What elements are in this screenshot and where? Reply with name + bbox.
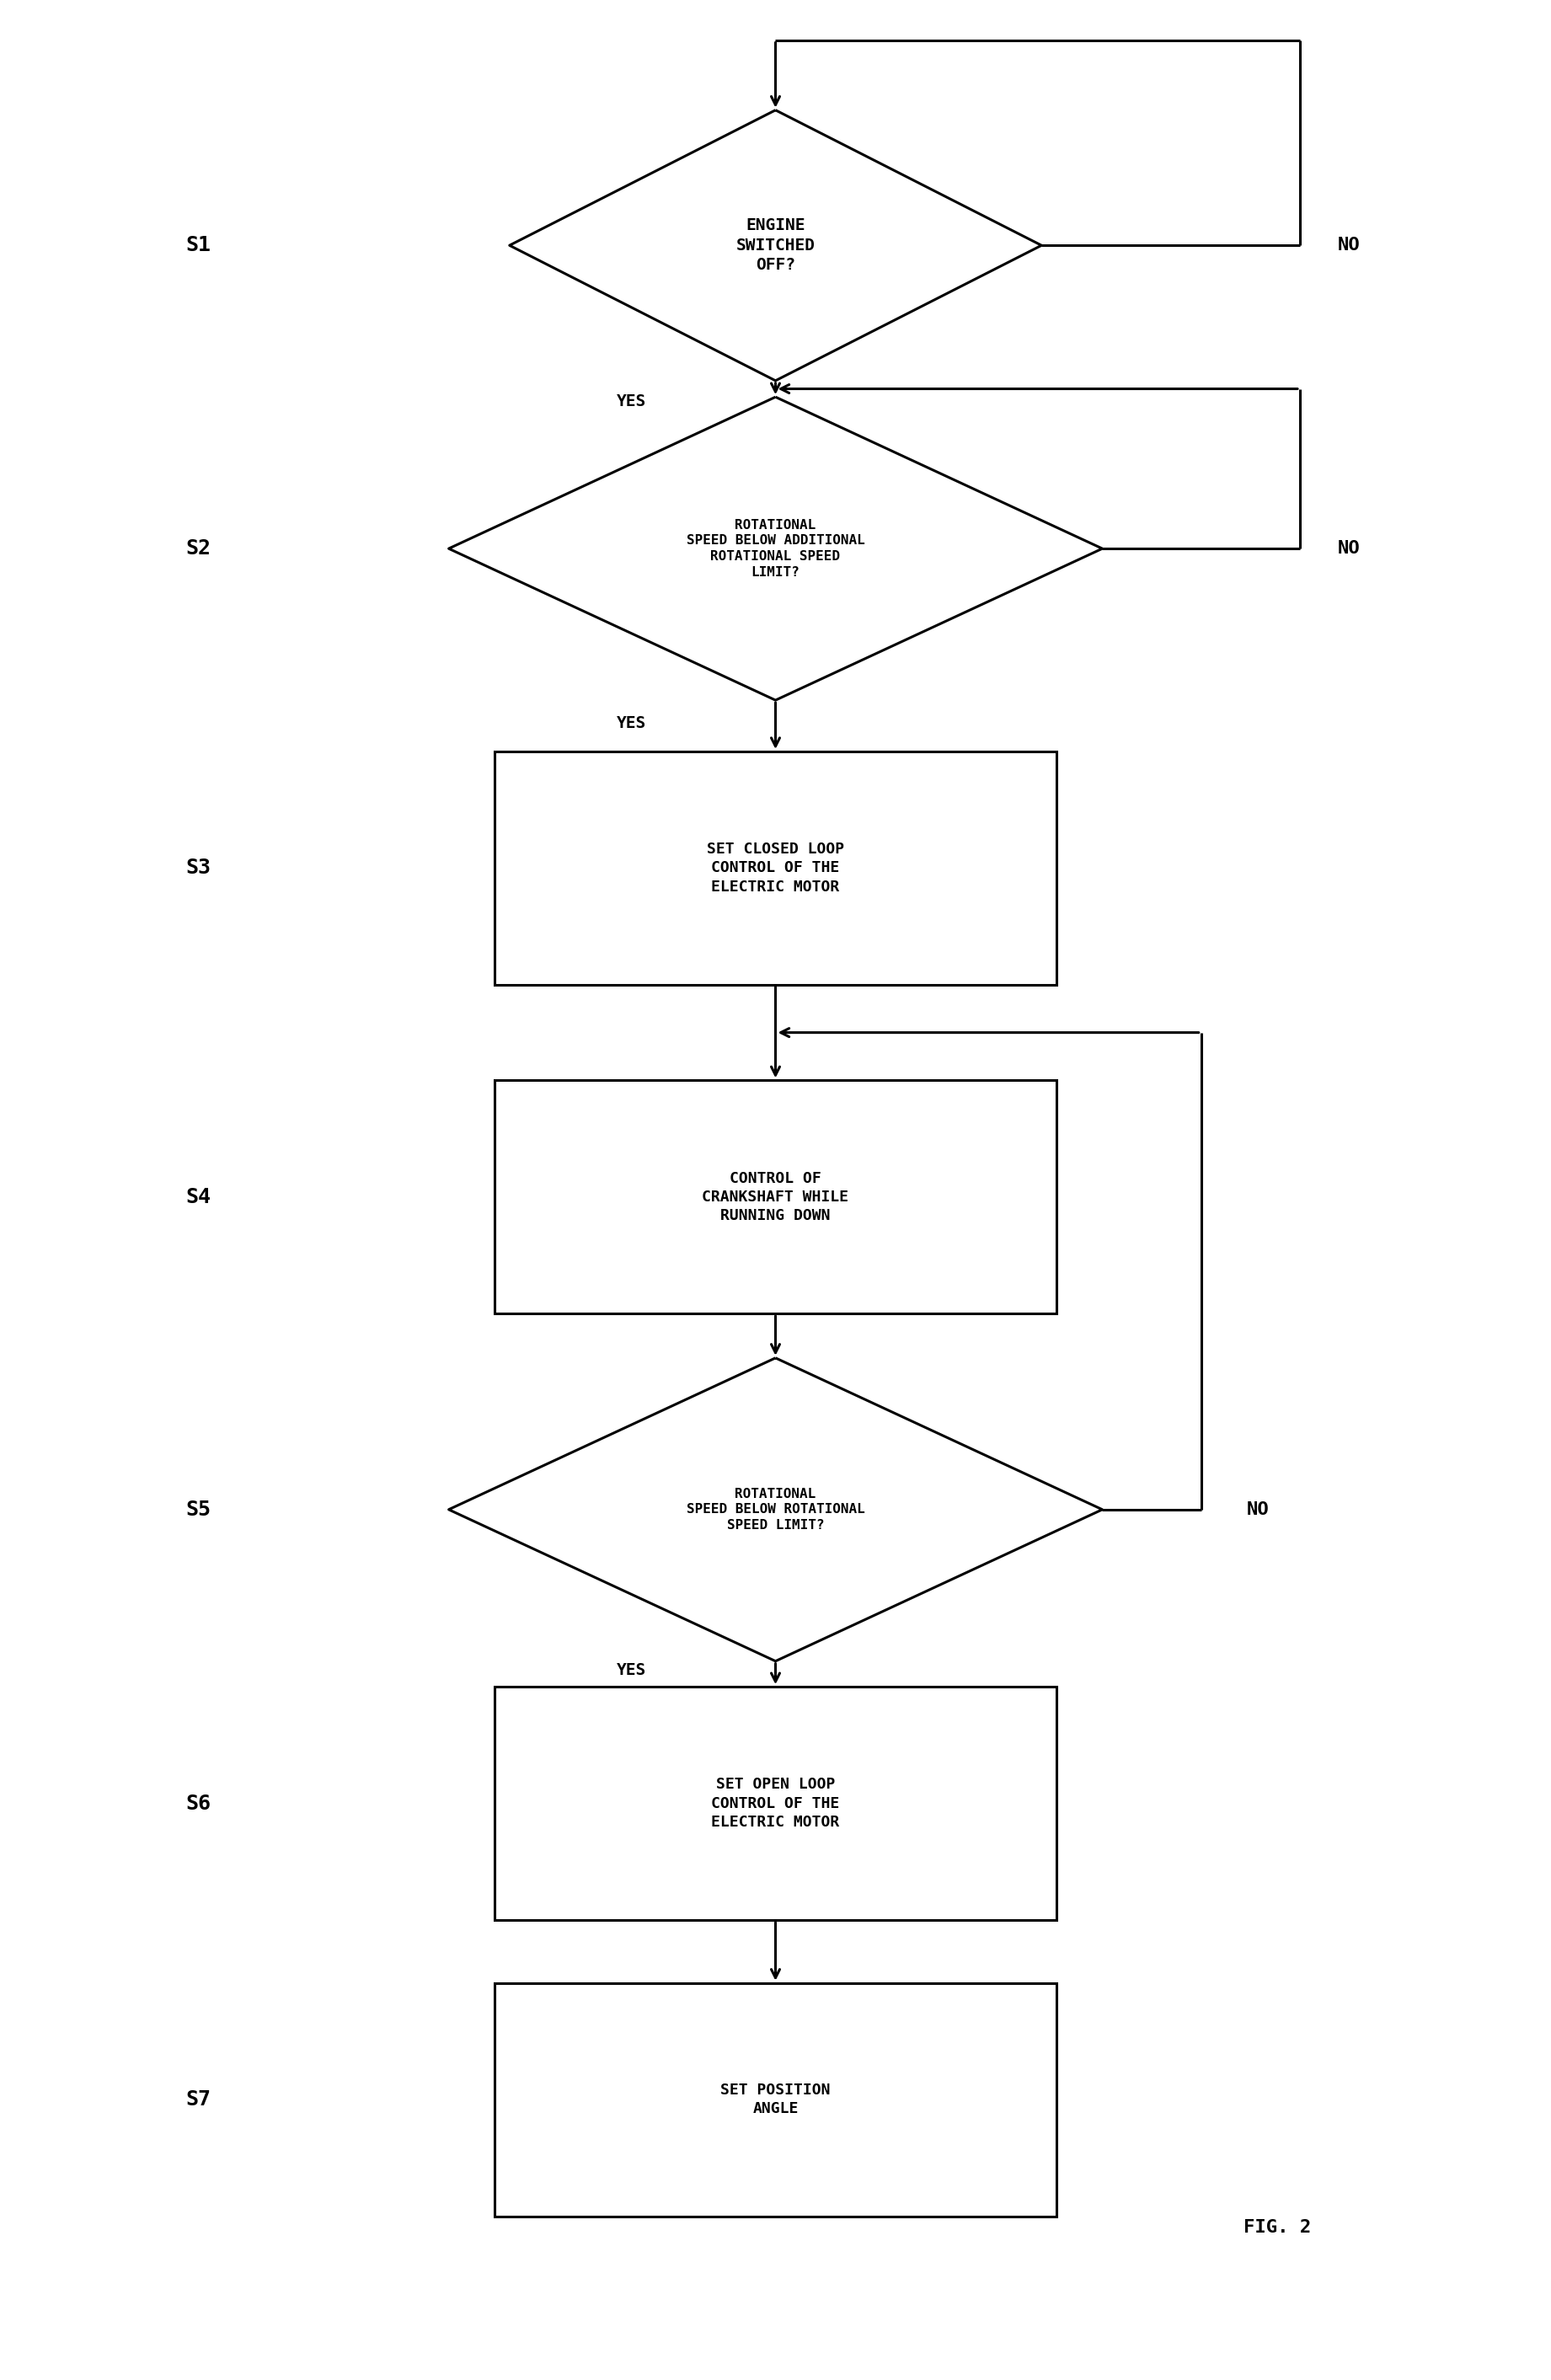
Text: NO: NO <box>1339 238 1360 255</box>
Text: ENGINE
SWITCHED
OFF?: ENGINE SWITCHED OFF? <box>735 217 816 274</box>
Text: S1: S1 <box>185 236 211 255</box>
Bar <box>495 1081 1056 1314</box>
Bar <box>495 1983 1056 2216</box>
Text: FIG. 2: FIG. 2 <box>1244 2221 1311 2237</box>
Text: S3: S3 <box>185 859 211 878</box>
Text: YES: YES <box>617 393 647 409</box>
Text: SET OPEN LOOP
CONTROL OF THE
ELECTRIC MOTOR: SET OPEN LOOP CONTROL OF THE ELECTRIC MO… <box>712 1778 839 1830</box>
Bar <box>495 1687 1056 1921</box>
Text: SET CLOSED LOOP
CONTROL OF THE
ELECTRIC MOTOR: SET CLOSED LOOP CONTROL OF THE ELECTRIC … <box>707 843 844 895</box>
Text: S4: S4 <box>185 1188 211 1207</box>
Text: YES: YES <box>617 716 647 731</box>
Bar <box>495 752 1056 985</box>
Text: NO: NO <box>1247 1502 1269 1518</box>
Text: S6: S6 <box>185 1792 211 1814</box>
Text: CONTROL OF
CRANKSHAFT WHILE
RUNNING DOWN: CONTROL OF CRANKSHAFT WHILE RUNNING DOWN <box>703 1171 848 1223</box>
Text: S7: S7 <box>185 2090 211 2109</box>
Text: ROTATIONAL
SPEED BELOW ADDITIONAL
ROTATIONAL SPEED
LIMIT?: ROTATIONAL SPEED BELOW ADDITIONAL ROTATI… <box>686 519 865 578</box>
Text: SET POSITION
ANGLE: SET POSITION ANGLE <box>721 2082 830 2116</box>
Text: S2: S2 <box>185 538 211 559</box>
Text: S5: S5 <box>185 1499 211 1521</box>
Text: ROTATIONAL
SPEED BELOW ROTATIONAL
SPEED LIMIT?: ROTATIONAL SPEED BELOW ROTATIONAL SPEED … <box>686 1488 865 1530</box>
Text: YES: YES <box>617 1664 647 1678</box>
Text: NO: NO <box>1339 540 1360 557</box>
